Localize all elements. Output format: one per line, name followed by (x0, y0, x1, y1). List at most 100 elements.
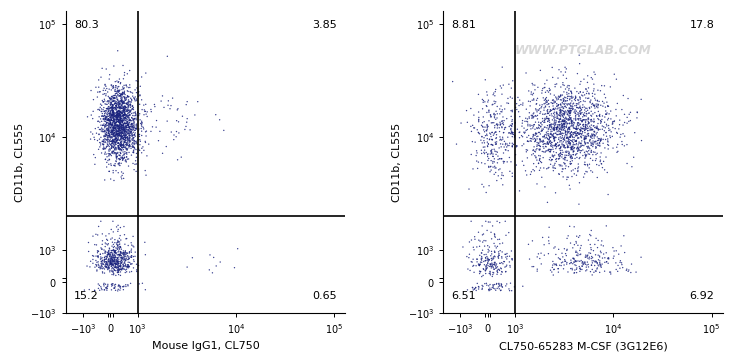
Point (101, 143, 112, 149)
Point (125, 280, 137, 286)
Point (572, 105, 583, 111)
Point (111, 139, 123, 145)
Point (100, 256, 112, 262)
Point (550, 94, 561, 100)
Point (111, 152, 123, 158)
Point (464, 239, 475, 245)
Point (109, 88, 120, 94)
Point (480, 263, 492, 269)
Point (113, 259, 125, 265)
Point (565, 146, 577, 152)
Point (101, 256, 112, 261)
Point (112, 123, 124, 129)
Point (112, 90, 124, 95)
Point (105, 134, 117, 140)
Point (593, 108, 604, 114)
Point (533, 107, 545, 113)
Point (124, 124, 136, 130)
Point (128, 117, 140, 123)
Point (485, 167, 497, 173)
Point (483, 123, 494, 129)
Point (565, 266, 577, 272)
Point (122, 119, 134, 125)
Point (601, 123, 612, 129)
Point (485, 249, 497, 254)
Point (469, 139, 481, 145)
Point (106, 143, 118, 149)
Point (110, 159, 122, 165)
Point (105, 100, 117, 106)
Point (537, 126, 549, 132)
Point (505, 114, 517, 119)
Point (526, 112, 537, 118)
Point (551, 132, 563, 138)
Point (504, 169, 515, 174)
Point (103, 153, 115, 159)
Point (108, 139, 120, 145)
Point (142, 114, 153, 119)
Point (493, 145, 505, 151)
Point (561, 153, 572, 158)
Point (615, 260, 627, 266)
Point (112, 150, 123, 156)
Point (120, 120, 132, 126)
Point (504, 124, 515, 130)
Point (564, 142, 576, 148)
Point (128, 131, 140, 137)
Point (113, 145, 125, 151)
Point (110, 119, 122, 125)
Point (96, 285, 107, 291)
Point (107, 131, 118, 137)
Point (564, 94, 576, 100)
Point (557, 166, 569, 172)
Point (572, 71, 583, 76)
Point (107, 107, 118, 112)
Point (565, 88, 577, 94)
Point (595, 248, 607, 254)
Point (114, 141, 126, 147)
Point (103, 142, 115, 148)
Point (588, 135, 600, 141)
Point (566, 134, 578, 139)
Point (561, 145, 573, 150)
Point (577, 142, 588, 148)
Point (110, 95, 121, 101)
Point (487, 160, 499, 166)
Point (125, 101, 137, 107)
Point (108, 252, 120, 257)
Point (517, 100, 529, 106)
Point (566, 95, 577, 101)
Point (111, 122, 123, 128)
Point (583, 161, 595, 167)
Point (130, 115, 142, 121)
Point (550, 144, 562, 150)
Point (100, 118, 112, 124)
Point (107, 263, 119, 269)
Point (555, 102, 566, 108)
Point (113, 127, 125, 133)
Point (110, 85, 122, 91)
Point (118, 142, 129, 148)
Point (104, 118, 115, 124)
Point (495, 288, 507, 293)
Point (123, 263, 134, 269)
Point (128, 129, 139, 135)
Point (561, 260, 573, 265)
Point (592, 101, 604, 107)
Point (507, 78, 518, 84)
Point (561, 75, 572, 81)
Point (556, 138, 567, 144)
Point (124, 143, 136, 149)
Point (560, 145, 572, 151)
Point (124, 128, 136, 134)
Point (101, 254, 113, 260)
Point (557, 174, 569, 180)
Point (531, 140, 543, 146)
Point (107, 124, 119, 130)
Point (494, 106, 506, 112)
Point (118, 104, 130, 110)
Point (104, 262, 116, 268)
Point (477, 239, 488, 245)
Point (116, 138, 128, 144)
Point (134, 147, 145, 153)
